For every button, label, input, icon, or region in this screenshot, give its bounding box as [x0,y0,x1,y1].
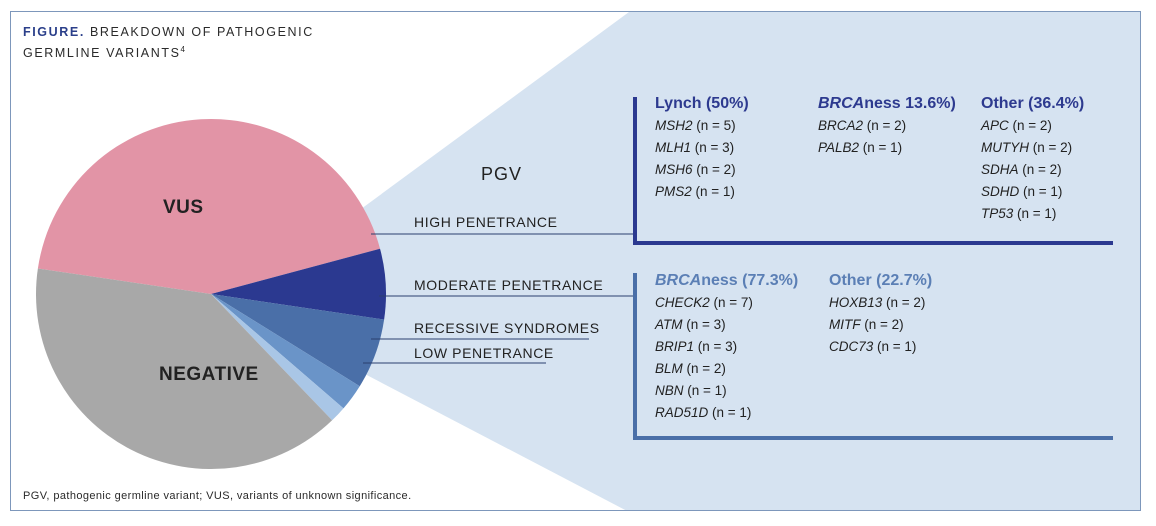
gene-row: TP53 (n = 1) [981,206,1057,221]
pie-slice-low-penetrance [211,294,344,421]
pie-slice-high-penetrance [211,248,386,320]
brcaness-high-column: BRCAness 13.6%) BRCA2 (n = 2) PALB2 (n =… [818,93,956,159]
gene-row: MUTYH (n = 2) [981,140,1073,155]
vus-label: VUS [163,197,204,218]
pie-slice-moderate-penetrance [211,294,385,387]
pgv-label: PGV [481,164,523,184]
gene-row: BRCA2 (n = 2) [818,118,907,133]
gene-row: SDHA (n = 2) [981,162,1062,177]
gene-row: PMS2 (n = 1) [655,184,735,199]
gene-row: PALB2 (n = 1) [818,140,903,155]
figure-title: FIGURE. BREAKDOWN OF PATHOGENIC GERMLINE… [23,24,314,62]
gene-row: NBN (n = 1) [655,383,727,398]
gene-row: MSH2 (n = 5) [655,118,736,133]
gene-row: CHECK2 (n = 7) [655,295,753,310]
gene-row: BRIP1 (n = 3) [655,339,738,354]
gene-row: MSH6 (n = 2) [655,162,736,177]
other-high-heading: Other (36.4%) [981,95,1085,112]
gene-row: RAD51D (n = 1) [655,405,752,420]
other-high-column: Other (36.4%) APC (n = 2) MUTYH (n = 2) … [981,93,1084,225]
low-penetrance-label: LOW PENETRANCE [414,345,554,361]
gene-row: ATM (n = 3) [655,317,726,332]
figure-label: FIGURE. [23,25,85,39]
pie-slice-negative [36,268,333,470]
footnote: PGV, pathogenic germline variant; VUS, v… [23,490,412,502]
other-moderate-column: Other (22.7%) HOXB13 (n = 2) MITF (n = 2… [829,270,932,358]
pie-slice-recessive-syndromes [211,294,360,409]
figure-title-line2: GERMLINE VARIANTS [23,46,181,61]
other-moderate-heading: Other (22.7%) [829,272,933,289]
high-penetrance-bracket [633,97,1113,245]
moderate-penetrance-label: MODERATE PENETRANCE [414,277,604,293]
gene-row: APC (n = 2) [981,118,1052,133]
gene-row: SDHD (n = 1) [981,184,1063,199]
negative-label: NEGATIVE [159,364,259,385]
figure-frame: FIGURE. BREAKDOWN OF PATHOGENIC GERMLINE… [10,11,1141,511]
brcaness-moderate-heading: BRCAness (77.3%) [655,272,799,289]
pie-chart [36,12,1140,510]
moderate-penetrance-bracket [633,273,1113,440]
lynch-column: Lynch (50%) MSH2 (n = 5) MLH1 (n = 3) MS… [655,93,749,203]
lynch-heading: Lynch (50%) [655,95,749,112]
pie-slice-vus [37,119,381,294]
gene-row: MLH1 (n = 3) [655,140,735,155]
recessive-syndromes-label: RECESSIVE SYNDROMES [414,320,600,336]
gene-row: HOXB13 (n = 2) [829,295,926,310]
brcaness-moderate-column: BRCAness (77.3%) CHECK2 (n = 7) ATM (n =… [655,270,798,424]
figure-title-sup: 4 [180,45,185,54]
brcaness-high-heading: BRCAness 13.6%) [818,95,956,112]
high-penetrance-label: HIGH PENETRANCE [414,214,558,230]
gene-row: CDC73 (n = 1) [829,339,917,354]
pgv-callout-wedge [361,12,1140,510]
gene-row: MITF (n = 2) [829,317,904,332]
gene-row: BLM (n = 2) [655,361,726,376]
figure-title-line1: BREAKDOWN OF PATHOGENIC [89,25,314,39]
